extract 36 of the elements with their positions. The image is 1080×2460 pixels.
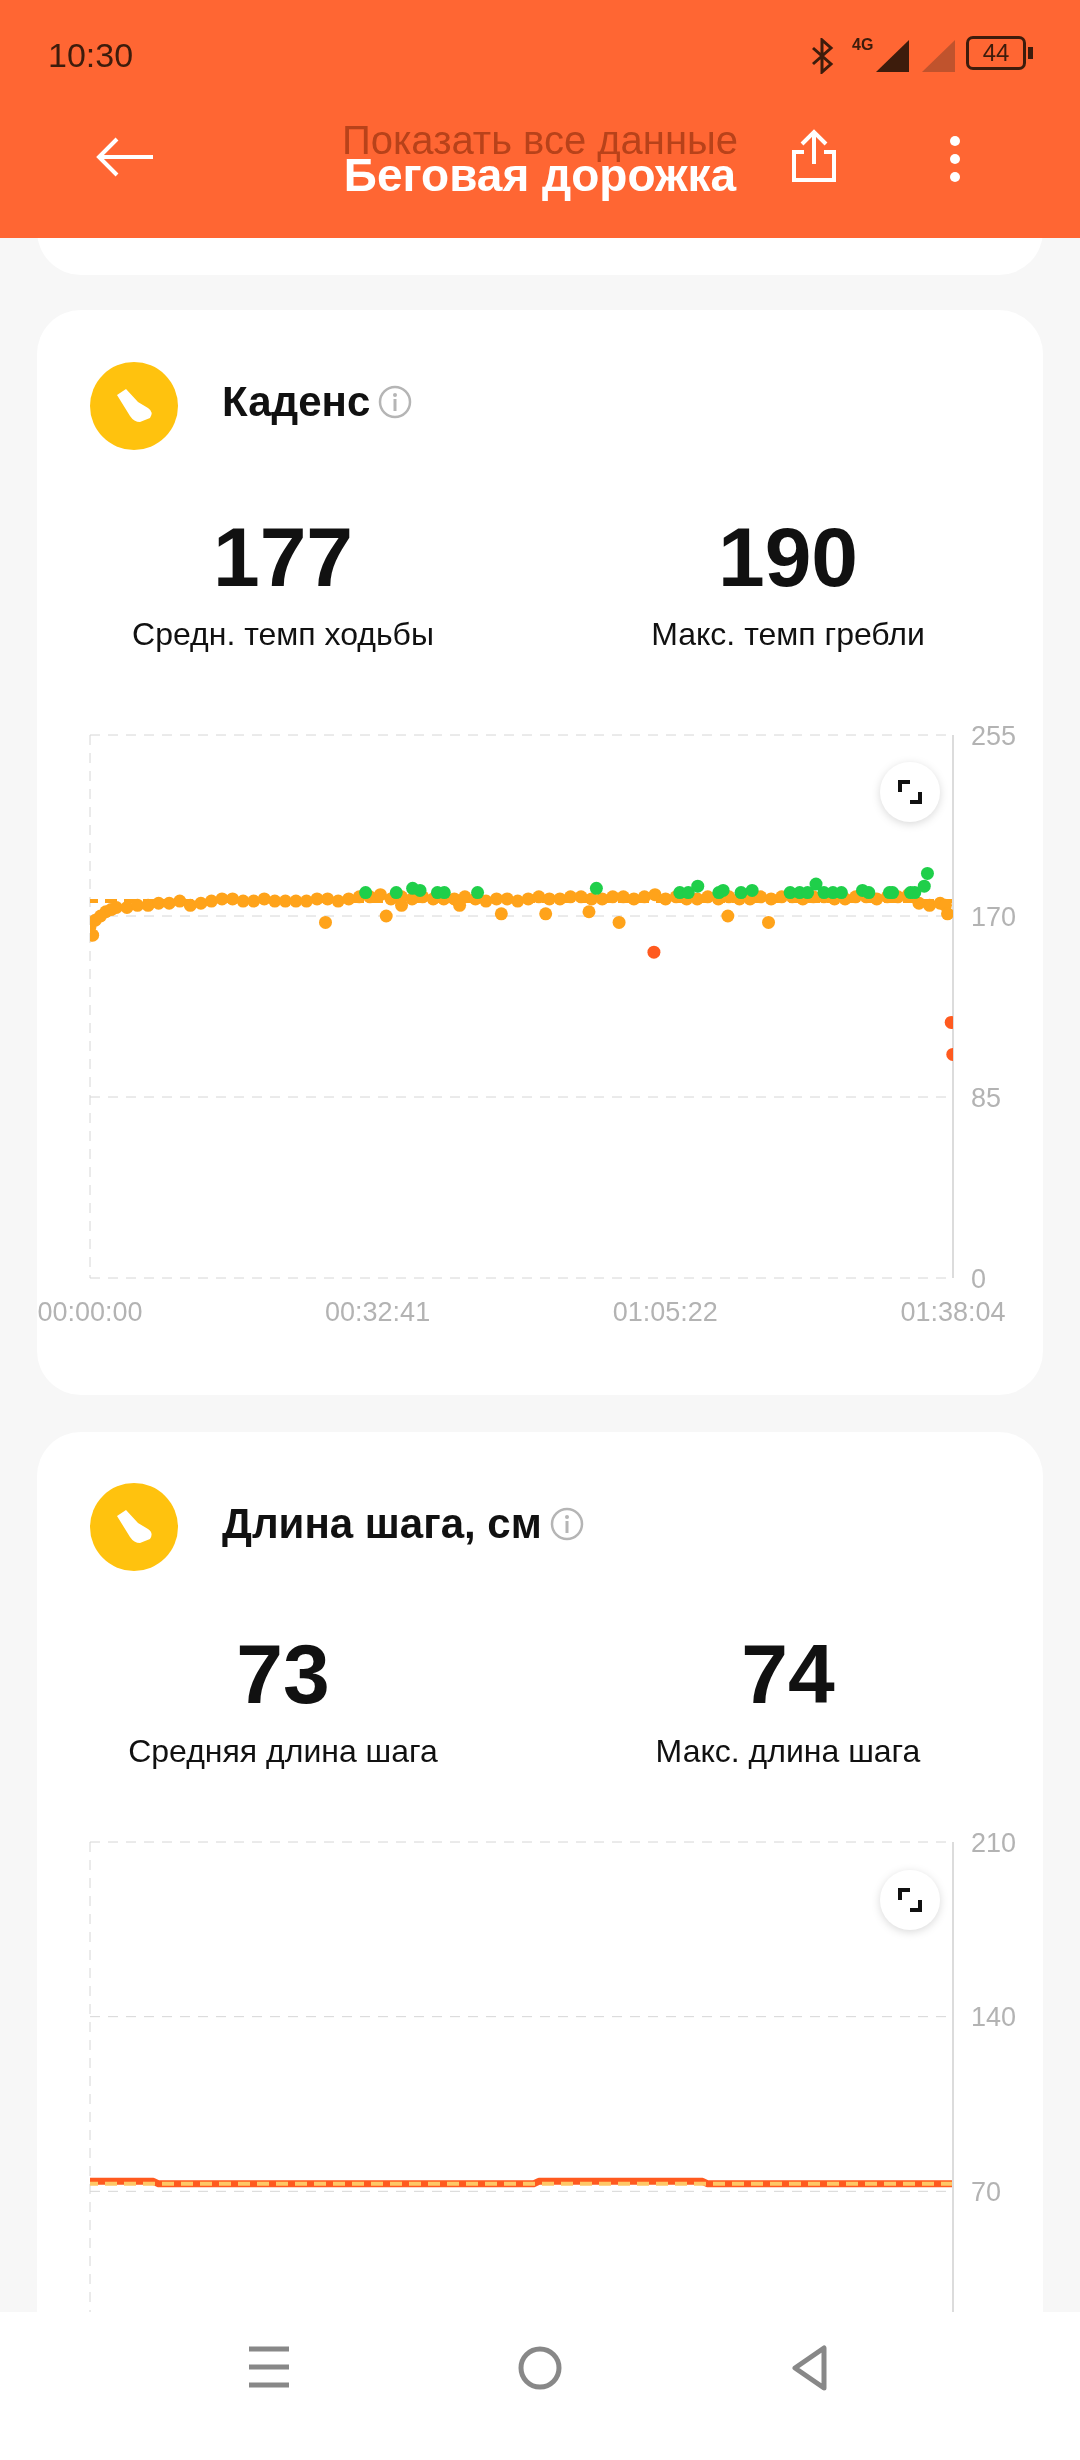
y-tick-label: 140 [971, 2002, 1017, 2033]
point [920, 866, 934, 880]
x-tick-label: 01:05:22 [612, 1297, 718, 1328]
point [691, 879, 705, 893]
y-tick-label: 210 [971, 1827, 1017, 1858]
point [917, 879, 931, 893]
x-tick-label: 01:38:04 [900, 1297, 1006, 1328]
point [471, 886, 485, 900]
point [809, 877, 823, 891]
chart-title: Длина шага, см [222, 1500, 542, 1548]
point [734, 886, 748, 900]
text: Средн. темп ходьбы [132, 616, 434, 652]
point [389, 886, 403, 900]
text: Макс. длина шага [655, 1733, 921, 1769]
y-tick-label: 85 [971, 1082, 1002, 1113]
text: 177 [212, 510, 354, 604]
point [716, 883, 730, 897]
point [359, 886, 373, 900]
y-tick-label: 0 [971, 1263, 987, 1294]
point [589, 881, 603, 895]
point [745, 883, 759, 897]
text: 190 [717, 510, 859, 604]
text: Макс. темп гребли [651, 616, 925, 652]
y-tick-label: 255 [971, 720, 1017, 751]
text: 74 [741, 1627, 835, 1721]
text: 73 [236, 1627, 330, 1721]
x-tick-label: 00:00:00 [37, 1297, 143, 1328]
text: Средняя длина шага [128, 1733, 438, 1769]
y-tick-label: 170 [971, 901, 1017, 932]
text: 10:30 [48, 36, 134, 75]
x-tick-label: 00:32:41 [325, 1297, 431, 1328]
point [862, 886, 876, 900]
chart-title: Каденс [222, 378, 371, 426]
y-tick-label: 70 [971, 2176, 1002, 2207]
point [801, 886, 815, 900]
point [413, 883, 427, 897]
